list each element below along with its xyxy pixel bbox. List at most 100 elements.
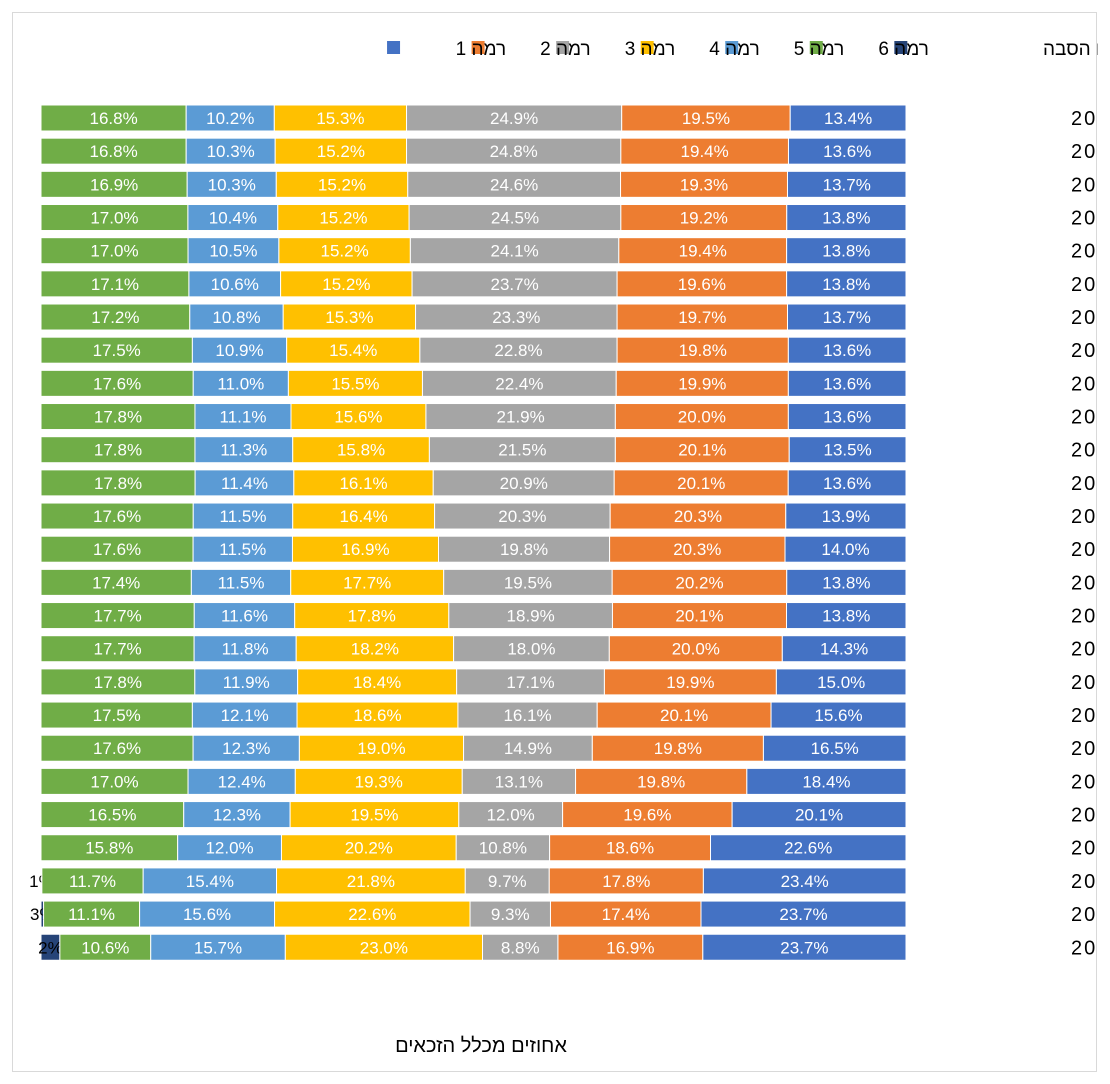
data-label: 15.7% (194, 938, 242, 957)
bar-segment (40, 535, 194, 563)
category-label: ינואר 2021 (1071, 606, 1098, 628)
bar-segment (700, 900, 907, 928)
bar-segment (406, 137, 622, 165)
data-label: 14.0% (821, 540, 869, 559)
data-label: 19.8% (654, 739, 702, 758)
data-label: 15.2% (322, 275, 370, 294)
bar-segment (40, 303, 191, 331)
data-label: 13.8% (822, 573, 870, 592)
category-label: אוקטובר 2023 (1071, 241, 1098, 263)
legend-swatch (640, 41, 654, 54)
data-label: 17.6% (93, 507, 141, 526)
bar-segment (186, 170, 277, 198)
bar-segment (139, 900, 276, 928)
bar-segment (142, 867, 278, 895)
data-label: 12.4% (218, 772, 266, 791)
bar-segment (781, 635, 907, 663)
data-label: 22.4% (495, 374, 543, 393)
bar-segment (614, 403, 789, 431)
bar-segment (40, 403, 196, 431)
data-label: 17.7% (94, 607, 142, 626)
category-label: ינואר 2023 (1071, 340, 1098, 362)
bar-segment (616, 270, 788, 298)
category-label: אוקטובר 2019 (1071, 771, 1098, 793)
data-label: 17.8% (602, 872, 650, 891)
bar-segment (287, 369, 423, 397)
category-label: אפריל 2021 (1071, 572, 1098, 594)
data-label: 17.8% (94, 474, 142, 493)
data-label: 17.8% (94, 673, 142, 692)
legend-label: רמה 5 (794, 39, 845, 60)
data-label: 13.6% (823, 408, 871, 427)
category-label: אפריל 2023 (1071, 307, 1098, 329)
bar-segment (194, 436, 294, 464)
data-label: 11.5% (220, 507, 267, 526)
bar-segment (482, 933, 559, 961)
data-label: 13.6% (823, 142, 871, 161)
data-label: 15.2% (319, 209, 367, 228)
bar-segment (177, 834, 282, 862)
data-label: 17.6% (93, 374, 141, 393)
bar-segment (282, 303, 417, 331)
bar-segment (295, 635, 455, 663)
data-label: 12.0% (205, 839, 253, 858)
bar-segment (463, 734, 593, 762)
bar-segment (40, 204, 189, 232)
bar-segment (194, 403, 292, 431)
category-labels: אפריל 2024 מרץ 2024 פברואר 2024 ינואר 2024 א… (1071, 108, 1098, 959)
data-label: 19.3% (355, 772, 403, 791)
bar-segment (616, 336, 789, 364)
bar-segment (193, 602, 296, 630)
data-label: 21.9% (497, 408, 545, 427)
data-label: 23.0% (360, 938, 408, 957)
data-label: 16.8% (89, 142, 137, 161)
bar-segment (448, 602, 613, 630)
bar-segment (40, 801, 185, 829)
data-label: 13.8% (822, 607, 870, 626)
data-label: 19.8% (637, 772, 685, 791)
data-label: 13.8% (822, 275, 870, 294)
data-label: 16.9% (341, 540, 389, 559)
bar-segment (788, 436, 907, 464)
bar-segment (616, 303, 788, 331)
data-label: 11.8% (222, 640, 269, 659)
data-label: 19.5% (350, 806, 398, 825)
bar-segment (787, 137, 907, 165)
data-label: 17.6% (93, 540, 141, 559)
bar-segment (40, 137, 187, 165)
data-label: 15.2% (317, 142, 365, 161)
bar-segment (457, 701, 598, 729)
data-label: 19.6% (623, 806, 671, 825)
bar-segment (618, 237, 788, 265)
data-label: 10.9% (215, 341, 263, 360)
data-label: 13.6% (823, 474, 871, 493)
data-label: 11.6% (221, 607, 268, 626)
legend-label: טרם עברו הסבה (1043, 39, 1098, 60)
category-label: אפריל 2024 (1071, 108, 1098, 130)
bar-segment (276, 867, 466, 895)
data-label: 20.2% (345, 839, 393, 858)
data-label: 15.0% (817, 673, 865, 692)
bar-segment (275, 170, 409, 198)
data-label: 15.6% (814, 706, 862, 725)
data-label: 13.4% (824, 109, 872, 128)
bar-segment (562, 801, 733, 829)
data-label: 15.6% (334, 408, 382, 427)
bar-segment (193, 635, 297, 663)
data-label: 13.1% (495, 772, 543, 791)
category-label: אפריל 2022 (1071, 440, 1098, 462)
data-label: 20.3% (673, 540, 721, 559)
bar-segment (40, 668, 196, 696)
data-label: 15.4% (186, 872, 234, 891)
data-label: 10.8% (212, 308, 260, 327)
bar-segment (786, 568, 907, 596)
data-label: 17.5% (93, 706, 141, 725)
data-label: 13.6% (823, 374, 871, 393)
data-label: 24.8% (490, 142, 538, 161)
bar-segment (548, 867, 704, 895)
data-label: 18.6% (606, 839, 654, 858)
bar-segment (620, 170, 788, 198)
data-label: 15.5% (331, 374, 379, 393)
